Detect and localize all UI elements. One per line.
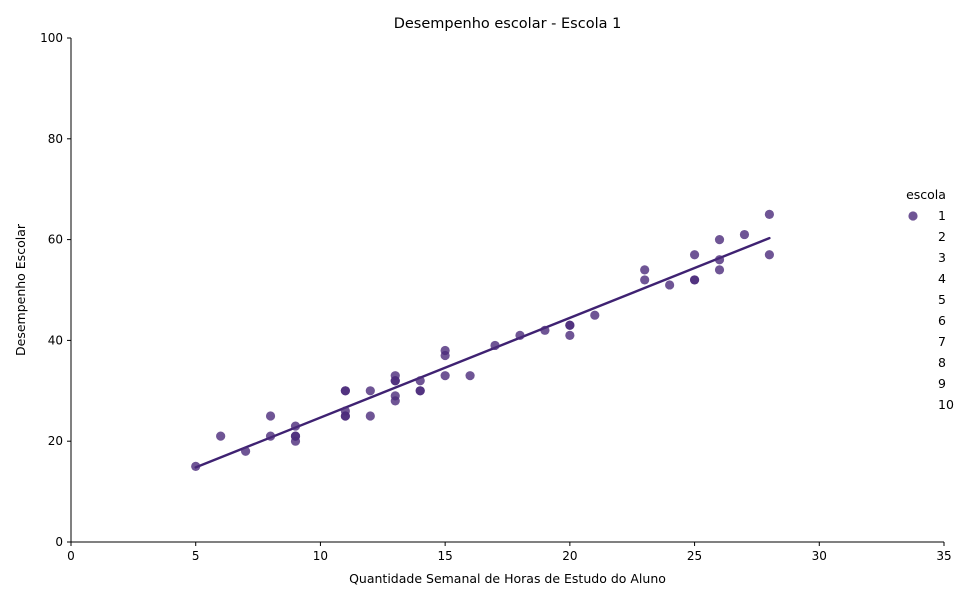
data-point [415,386,425,396]
data-point [241,446,251,456]
x-axis-title: Quantidade Semanal de Horas de Estudo do… [349,571,666,586]
data-point [440,350,450,361]
data-point [290,431,301,441]
data-point [340,386,350,396]
data-point [216,431,226,441]
data-point [390,376,400,386]
data-point [365,411,375,421]
regression-line [194,236,771,469]
legend-label: 5 [938,292,946,307]
data-point [640,265,650,275]
x-tick-label: 35 [936,549,951,563]
data-point [365,386,375,396]
legend-title: escola [906,187,946,202]
data-point [265,411,276,421]
legend-label: 1 [938,208,946,223]
data-point [390,396,400,406]
data-point [290,421,301,431]
data-point [440,371,450,381]
x-tick-label: 20 [562,549,577,563]
data-point [540,325,550,335]
legend-label: 8 [938,355,946,370]
x-tick-label: 15 [438,549,453,563]
legend-label: 7 [938,334,946,349]
y-tick-label: 40 [48,333,63,347]
data-point [565,330,575,340]
data-point [490,340,500,351]
y-tick-label: 0 [55,535,63,549]
y-tick-label: 20 [48,434,63,448]
data-point [714,265,725,275]
x-tick-label: 30 [812,549,827,563]
data-point [739,229,750,240]
data-point [191,461,201,471]
y-tick-label: 60 [48,233,63,247]
data-point [714,235,725,245]
x-tick-label: 5 [192,549,200,563]
legend-label: 6 [938,313,946,328]
data-point [689,250,700,260]
data-point [515,330,525,340]
x-tick-label: 25 [687,549,702,563]
data-point [265,431,276,441]
data-point [590,310,600,320]
data-point [465,371,475,381]
data-point [764,250,775,260]
y-tick-label: 80 [48,132,63,146]
legend-label: 9 [938,376,946,391]
legend: escola 1 2 3 4 5 6 7 8 9 10 [906,187,954,412]
legend-label: 4 [938,271,946,286]
y-axis-title: Desempenho Escolar [13,223,28,356]
data-point [764,209,775,219]
data-points [191,209,775,471]
chart-title: Desempenho escolar - Escola 1 [394,16,622,32]
data-point [714,255,725,265]
legend-label: 3 [938,250,946,265]
legend-label: 2 [938,229,946,244]
x-tick-label: 0 [67,549,75,563]
data-point [415,376,425,386]
data-point [640,275,650,285]
data-point [340,411,350,421]
data-point [565,320,575,330]
legend-label: 10 [938,397,954,412]
legend-marker [908,211,918,221]
y-tick-label: 100 [40,31,63,45]
regression-line-group [194,236,771,469]
data-point [689,275,700,285]
x-tick-label: 10 [313,549,328,563]
data-point [665,280,675,290]
